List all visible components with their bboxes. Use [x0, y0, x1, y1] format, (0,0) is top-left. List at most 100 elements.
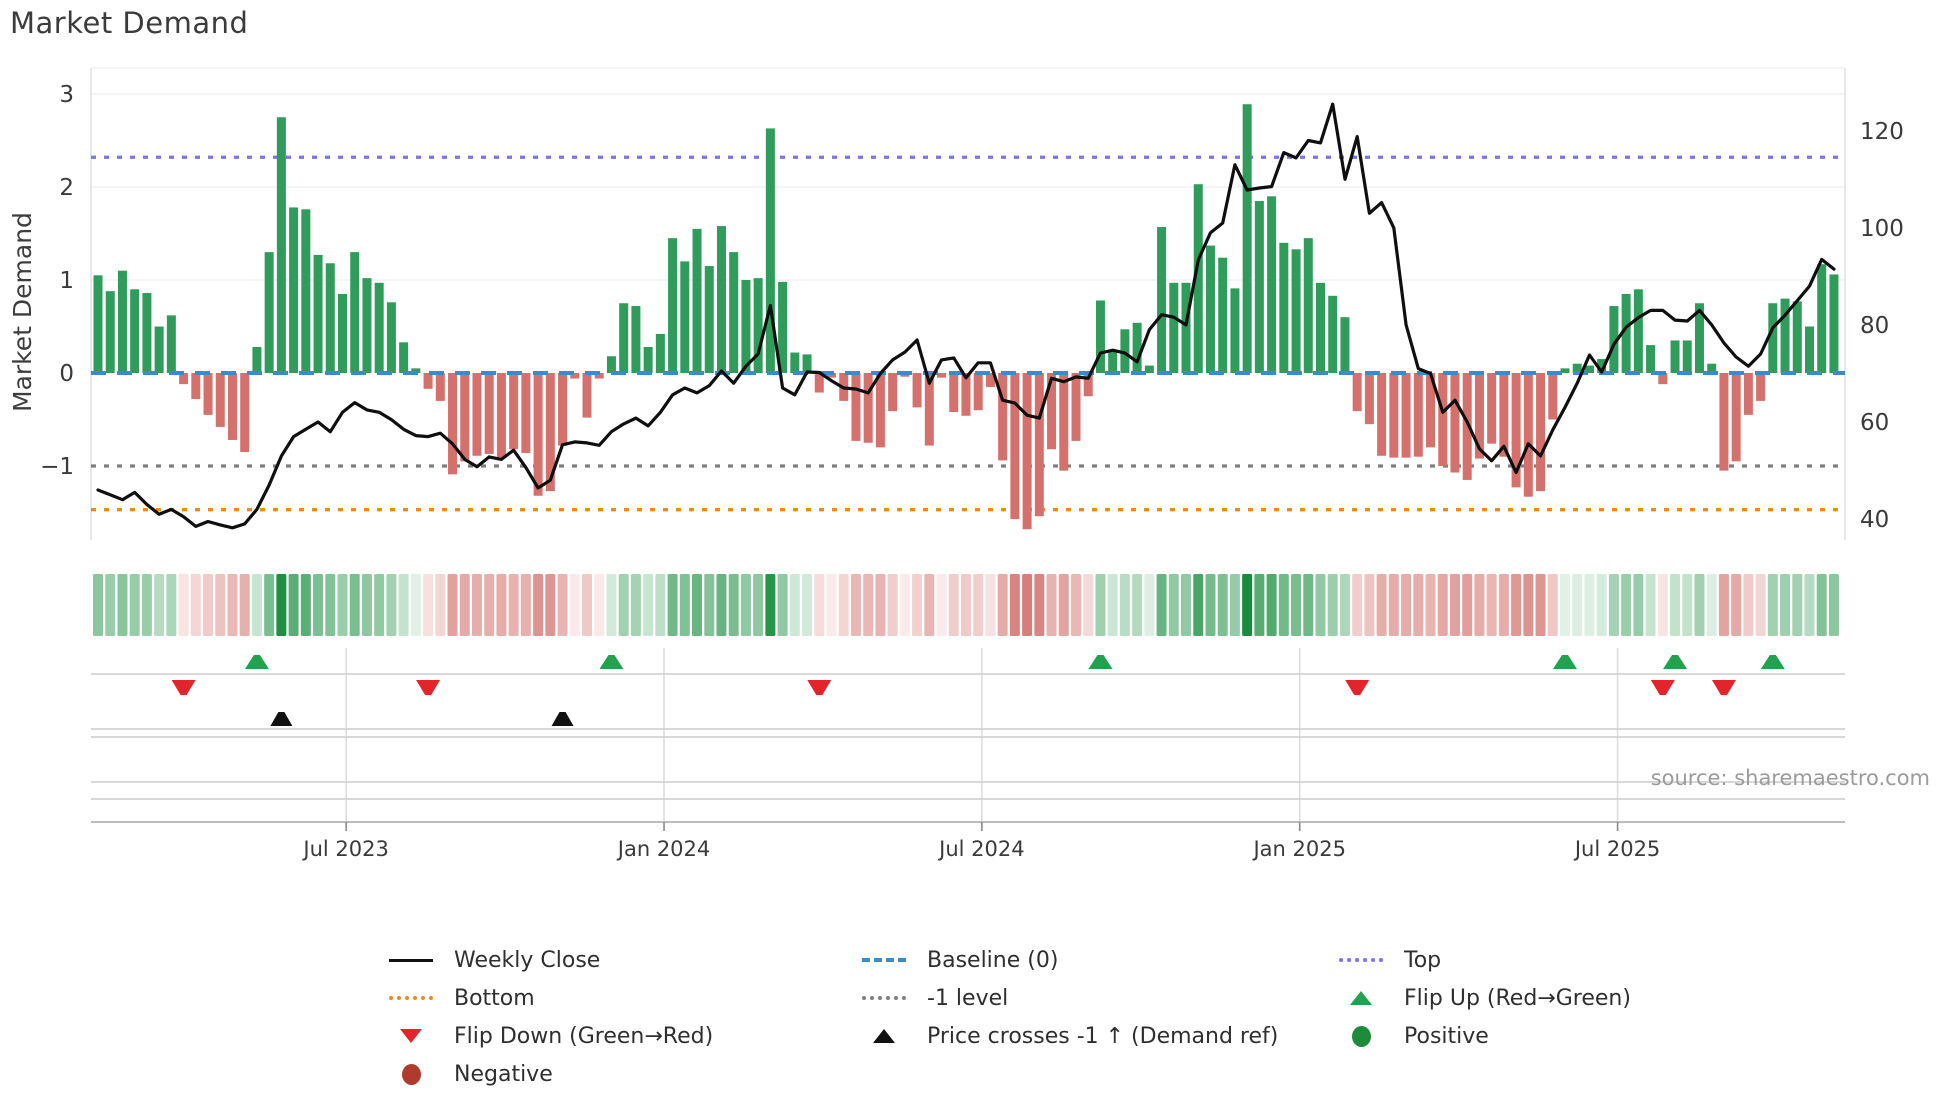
demand-bar — [619, 303, 629, 373]
flip-down-triangle-icon — [416, 680, 441, 695]
heatmap-cell — [618, 574, 629, 636]
demand-bar — [1743, 373, 1753, 415]
demand-bar — [949, 373, 959, 413]
demand-bar — [252, 346, 262, 373]
demand-bar — [1597, 359, 1607, 373]
heatmap-cell — [826, 574, 837, 636]
heatmap-cell — [1608, 574, 1619, 636]
heatmap-cell — [1462, 574, 1473, 636]
demand-bar — [680, 261, 690, 373]
legend-label: Flip Down (Green→Red) — [454, 1023, 714, 1049]
heatmap-cell — [1022, 574, 1033, 636]
demand-bar — [912, 373, 922, 408]
demand-bar — [1389, 373, 1399, 458]
heatmap-cell — [1254, 574, 1265, 636]
demand-bar — [533, 373, 543, 496]
demand-bar — [1609, 306, 1619, 373]
demand-bar — [1719, 373, 1729, 471]
demand-bar — [509, 373, 519, 450]
demand-bar — [1499, 373, 1509, 457]
flip-up-triangle-icon — [1088, 655, 1113, 669]
demand-bar — [778, 281, 788, 373]
demand-bar — [827, 373, 836, 378]
demand-bar — [998, 373, 1008, 461]
heatmap-cell — [1168, 574, 1179, 636]
demand-bar — [1144, 365, 1154, 373]
heatmap-cell — [1352, 574, 1363, 636]
heatmap-cell — [374, 574, 385, 636]
demand-bar — [399, 342, 409, 373]
demand-bar — [448, 373, 458, 475]
demand-bar — [386, 302, 396, 373]
demand-bar — [1169, 282, 1179, 373]
heatmap-cell — [1547, 574, 1558, 636]
demand-bar — [741, 280, 751, 373]
demand-tick-label: 1 — [59, 268, 74, 294]
demand-bar — [924, 373, 934, 446]
flip-down-triangle-icon — [1345, 680, 1370, 695]
demand-bar — [142, 293, 152, 373]
heatmap-cell — [850, 574, 861, 636]
x-axis: Jul 2023 Jan 2024 Jul 2024 Jan 2025 Jul 2025 — [301, 822, 1660, 861]
heatmap-cell — [105, 574, 116, 636]
demand-bar — [1047, 373, 1057, 450]
price-tick-label: 40 — [1860, 507, 1889, 533]
heatmap-cell — [912, 574, 923, 636]
demand-bar — [545, 373, 555, 492]
heatmap-cell — [948, 574, 959, 636]
demand-bar — [1120, 329, 1130, 373]
demand-bar — [1426, 373, 1436, 448]
demand-bar — [790, 352, 800, 373]
heatmap-cell — [753, 574, 764, 636]
flip-down-markers — [171, 680, 1736, 695]
demand-tick-label: −1 — [40, 454, 74, 480]
demand-bar — [1230, 288, 1240, 373]
heatmap-cell — [1828, 574, 1839, 636]
demand-bar — [301, 209, 311, 373]
heatmap-cell — [1437, 574, 1448, 636]
demand-bar — [863, 373, 873, 443]
heatmap-cell — [313, 574, 324, 636]
heatmap-cell — [276, 574, 287, 636]
heatmap-cell — [985, 574, 996, 636]
heatmap-cell — [459, 574, 470, 636]
demand-bar — [814, 373, 824, 393]
heatmap-cell — [1339, 574, 1350, 636]
heatmap-cell — [1132, 574, 1143, 636]
flip-down-triangle-icon — [807, 680, 832, 695]
flip-up-triangle-icon — [1553, 655, 1577, 669]
demand-bar — [435, 373, 445, 401]
demand-bar — [1352, 373, 1362, 412]
plot-gridlines — [90, 67, 1846, 540]
heatmap-cell — [1229, 574, 1240, 636]
legend-label: -1 level — [927, 985, 1009, 1011]
demand-bar — [240, 373, 250, 453]
demand-bar — [716, 226, 726, 373]
heatmap-cell — [129, 574, 140, 636]
demand-bar — [1450, 373, 1460, 473]
demand-bar — [423, 373, 433, 389]
demand-bar — [888, 373, 898, 412]
demand-bar — [668, 238, 678, 373]
demand-bar — [460, 373, 470, 462]
demand-bar — [1291, 249, 1301, 373]
heatmap-cell — [1315, 574, 1326, 636]
heatmap-cell — [190, 574, 201, 636]
demand-bar — [631, 306, 641, 373]
weekly-close-line-swatch — [382, 948, 440, 972]
demand-bar — [93, 275, 103, 373]
heatmap-cell — [1107, 574, 1118, 636]
legend-label: Positive — [1404, 1023, 1489, 1049]
heatmap-cell — [471, 574, 482, 636]
heatmap-cell — [679, 574, 690, 636]
demand-bar — [1792, 301, 1802, 373]
demand-bar — [411, 368, 421, 373]
demand-bar — [1829, 274, 1839, 373]
demand-bar — [203, 373, 213, 415]
heatmap-cell — [545, 574, 556, 636]
heatmap-cell — [1449, 574, 1460, 636]
heatmap-cell — [227, 574, 238, 636]
demand-bar — [1083, 373, 1093, 397]
heatmap-cell — [325, 574, 336, 636]
demand-bar — [496, 373, 506, 458]
